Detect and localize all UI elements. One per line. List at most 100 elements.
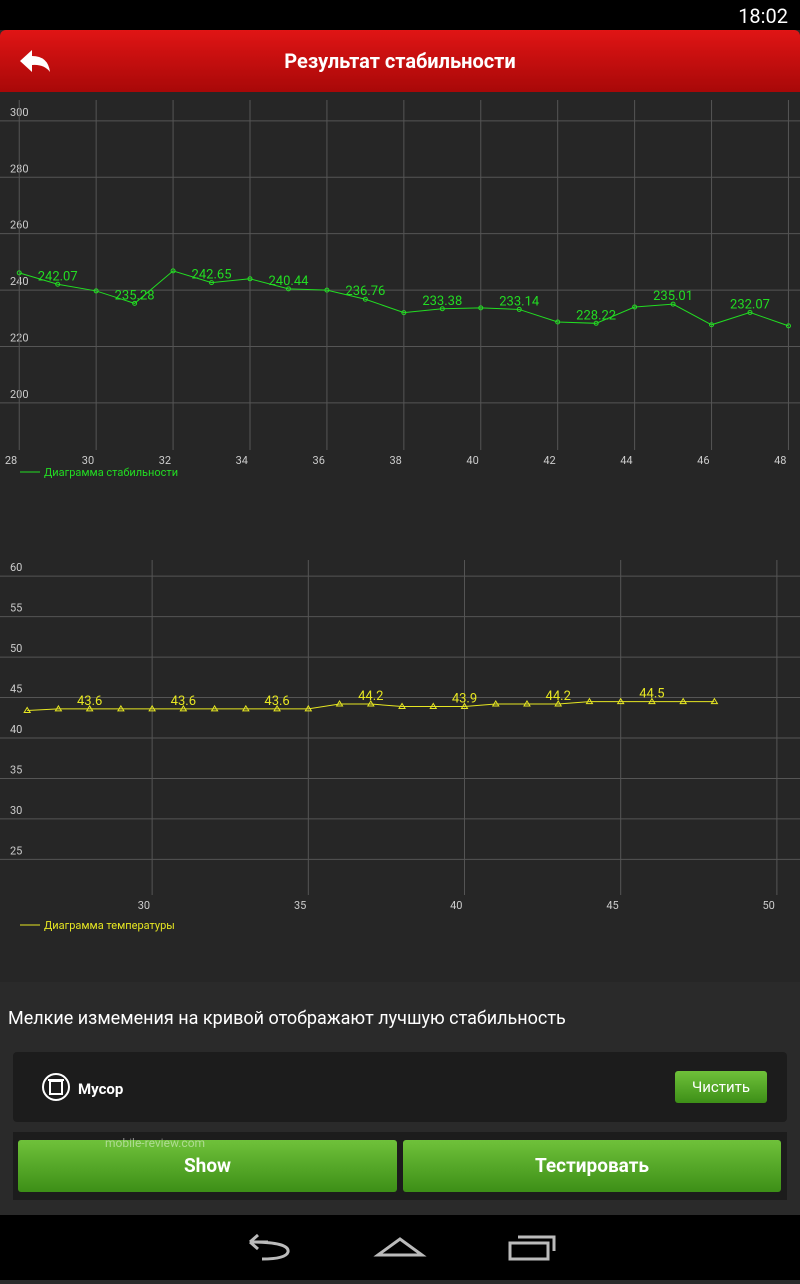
point <box>362 296 368 302</box>
point <box>23 706 32 714</box>
point <box>241 704 250 712</box>
point <box>148 704 157 712</box>
point <box>210 704 219 712</box>
button-bar: Show Тестировать <box>13 1132 787 1200</box>
point <box>632 304 638 310</box>
nav-bar <box>0 1215 800 1280</box>
y-tick-label: 60 <box>10 561 22 574</box>
data-label: 43.6 <box>264 694 289 709</box>
point <box>179 704 188 712</box>
y-tick-label: 25 <box>10 844 22 857</box>
x-tick-label: 50 <box>763 899 775 912</box>
x-tick-label: 34 <box>236 454 248 467</box>
point <box>478 305 484 311</box>
point <box>209 280 215 286</box>
x-tick-label: 40 <box>450 899 462 912</box>
trash-label: Мусор <box>78 1080 124 1098</box>
point <box>335 700 344 707</box>
status-bar: 18:02 <box>0 0 800 30</box>
point <box>16 270 22 276</box>
point <box>616 697 625 705</box>
trash-panel: Мусор Чистить <box>13 1052 787 1122</box>
point <box>366 700 375 707</box>
data-label: 44.2 <box>358 689 383 704</box>
point <box>55 281 61 287</box>
test-button[interactable]: Тестировать <box>403 1140 781 1192</box>
title: Результат стабильности <box>284 49 516 73</box>
trash-icon <box>42 1073 70 1101</box>
point <box>93 288 99 294</box>
x-tick-label: 30 <box>82 454 94 467</box>
y-tick-label: 30 <box>10 804 22 817</box>
point <box>554 700 563 707</box>
x-tick-label: 40 <box>466 454 478 467</box>
point <box>679 697 688 705</box>
point <box>439 306 445 312</box>
data-label: 240.44 <box>268 274 309 289</box>
data-label: 43.6 <box>171 694 196 709</box>
point <box>273 704 281 712</box>
header: Результат стабильности <box>0 30 800 92</box>
series-line <box>19 270 789 327</box>
point <box>324 287 330 293</box>
x-tick-label: 42 <box>543 454 555 467</box>
point <box>747 309 753 315</box>
x-tick-label: 46 <box>697 454 709 467</box>
point <box>170 268 176 274</box>
point <box>593 320 599 326</box>
note: Мелкие измемения на кривой отображают лу… <box>8 1008 566 1029</box>
nav-icons <box>249 1233 556 1261</box>
legend-label: Диаграмма температуры <box>44 919 175 932</box>
y-tick-label: 50 <box>10 642 22 655</box>
y-tick-label: 55 <box>10 602 22 615</box>
y-tick-label: 35 <box>10 763 22 776</box>
point <box>585 697 594 705</box>
back-button[interactable] <box>18 48 52 74</box>
point <box>709 322 715 328</box>
clock: 18:02 <box>738 4 788 28</box>
point <box>304 704 313 712</box>
data-label: 235.28 <box>115 288 155 303</box>
point <box>85 704 94 712</box>
x-tick-label: 48 <box>774 454 786 467</box>
x-tick-label: 32 <box>159 454 171 467</box>
x-tick-label: 38 <box>389 454 401 467</box>
point <box>670 301 676 307</box>
data-label: 242.07 <box>38 269 78 284</box>
x-tick-label: 44 <box>620 454 632 467</box>
data-label: 43.9 <box>452 691 477 706</box>
point <box>285 286 291 292</box>
point <box>523 700 531 707</box>
point <box>429 702 438 709</box>
point <box>401 310 407 316</box>
data-label: 228.22 <box>576 308 616 323</box>
chart-bg <box>0 92 800 982</box>
x-tick-label: 45 <box>606 899 618 912</box>
y-tick-label: 45 <box>10 683 22 696</box>
data-label: 44.5 <box>639 687 664 702</box>
data-label: 233.38 <box>422 294 462 309</box>
x-tick-label: 28 <box>5 454 17 467</box>
watermark: mobile-review.com <box>105 1136 206 1150</box>
point <box>117 704 125 712</box>
x-tick-label: 35 <box>294 899 306 912</box>
point <box>491 700 500 707</box>
point <box>710 697 719 705</box>
data-label: 43.6 <box>77 694 102 709</box>
point <box>648 697 656 705</box>
point <box>54 704 63 712</box>
data-label: 233.14 <box>499 294 540 309</box>
data-label: 44.2 <box>546 689 571 704</box>
point <box>555 319 561 325</box>
point <box>785 323 791 329</box>
y-tick-label: 40 <box>10 723 22 736</box>
point <box>247 276 253 282</box>
data-label: 232.07 <box>730 297 770 312</box>
data-label: 242.65 <box>192 268 232 283</box>
show-button[interactable]: Show <box>18 1140 397 1192</box>
point <box>460 702 469 709</box>
series-line <box>27 701 715 712</box>
clean-button[interactable]: Чистить <box>675 1071 767 1103</box>
